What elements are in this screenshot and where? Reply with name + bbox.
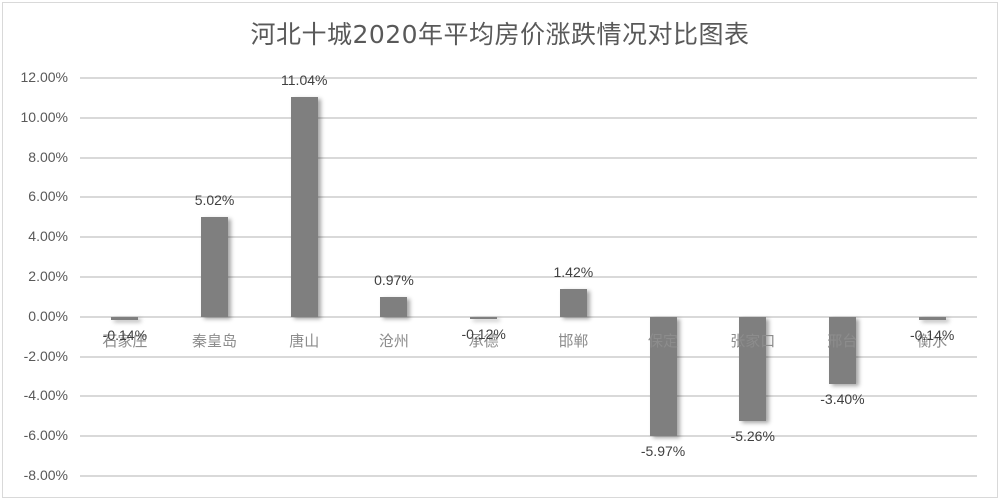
value-label: 11.04% [281, 72, 328, 89]
y-tick-label: 10.00% [20, 108, 68, 125]
value-label: -0.12% [461, 326, 506, 343]
gridline [80, 475, 977, 477]
chart-title: 河北十城2020年平均房价涨跌情况对比图表 [250, 20, 750, 49]
gridline [80, 276, 977, 278]
gridline [80, 435, 977, 438]
y-tick-label: -4.00% [23, 387, 68, 404]
gridline [80, 236, 977, 239]
value-label: -5.26% [730, 428, 775, 445]
gridline [80, 156, 977, 159]
y-tick-label: 12.00% [20, 69, 68, 85]
category-label: 张家口 [730, 331, 776, 350]
bar[interactable] [739, 316, 767, 422]
value-label: -0.14% [102, 326, 148, 343]
category-label: 邯郸 [558, 331, 589, 350]
value-label: -3.40% [820, 391, 865, 408]
category-label: 衡水 [917, 331, 948, 350]
gridline [80, 196, 977, 199]
bar[interactable] [559, 288, 587, 317]
y-tick-label: 8.00% [28, 148, 68, 165]
category-label: 邢台 [827, 331, 858, 350]
value-label: -5.97% [640, 442, 686, 459]
bar[interactable] [649, 316, 677, 436]
y-tick-label: 0.00% [28, 307, 68, 324]
y-tick-label: -2.00% [23, 347, 68, 364]
value-label: 0.97% [374, 272, 414, 289]
category-label: 秦皇岛 [192, 331, 238, 350]
value-label: -0.14% [909, 326, 955, 343]
bar[interactable] [828, 316, 856, 385]
gridline [80, 395, 977, 398]
gridline [80, 77, 977, 79]
gridline [80, 355, 977, 358]
value-label: 1.42% [553, 263, 594, 280]
gridline [80, 116, 977, 119]
category-label: 承德 [468, 331, 499, 350]
value-label: 5.02% [194, 191, 235, 208]
bar[interactable] [111, 316, 139, 320]
y-tick-label: -6.00% [23, 427, 68, 444]
y-tick-label: 2.00% [28, 268, 68, 284]
category-label: 石家庄 [102, 331, 148, 350]
y-tick-label: -8.00% [23, 467, 68, 483]
category-label: 保定 [648, 331, 679, 350]
y-tick-label: 6.00% [28, 188, 68, 205]
y-tick-label: 4.00% [28, 228, 68, 245]
bar[interactable] [380, 297, 408, 317]
bar[interactable] [918, 316, 946, 320]
bar[interactable] [290, 97, 318, 317]
bar[interactable] [201, 216, 229, 317]
gridline [80, 315, 977, 318]
bar[interactable] [470, 316, 498, 320]
category-label: 沧州 [378, 331, 409, 350]
category-label: 唐山 [289, 331, 320, 350]
